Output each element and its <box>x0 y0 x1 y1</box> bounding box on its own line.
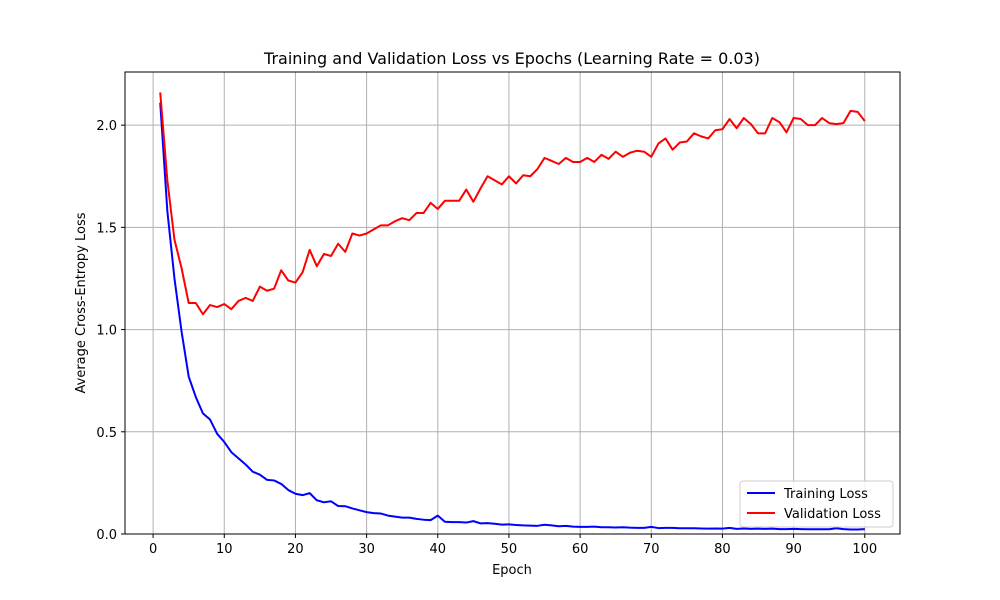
validation-loss-line <box>159 92 866 316</box>
plot-frame <box>124 71 901 535</box>
y-tick-label: 1.0 <box>96 324 117 339</box>
training-loss-line <box>159 102 865 531</box>
grid-layer <box>125 72 900 535</box>
legend: Training Loss Validation Loss <box>739 480 894 528</box>
y-tick-label: 1.5 <box>96 221 117 236</box>
x-tick-label: 100 <box>852 542 877 557</box>
x-axis-label: Epoch <box>492 563 532 578</box>
y-tick-label: 2.0 <box>96 119 117 134</box>
x-tick-label: 90 <box>785 542 802 557</box>
x-tick-label: 20 <box>287 542 304 557</box>
tick-layer: 0 10 20 30 40 50 60 70 80 90 100 0.0 0.5 1.0 1.5 2.0 <box>96 119 877 557</box>
chart-title: Training and Validation Loss vs Epochs (… <box>263 49 760 68</box>
x-tick-label: 40 <box>430 542 447 557</box>
x-tick-label: 60 <box>572 542 589 557</box>
legend-label-training: Training Loss <box>783 487 868 502</box>
x-tick-label: 30 <box>358 542 375 557</box>
legend-box <box>739 480 894 528</box>
series-layer <box>159 92 866 531</box>
x-tick-label: 0 <box>149 542 157 557</box>
x-tick-label: 80 <box>714 542 731 557</box>
x-tick-label: 70 <box>643 542 660 557</box>
x-tick-label: 50 <box>501 542 518 557</box>
y-tick-label: 0.5 <box>96 426 117 441</box>
y-tick-label: 0.0 <box>96 528 117 543</box>
x-tick-label: 10 <box>216 542 233 557</box>
y-axis-label: Average Cross-Entropy Loss <box>74 212 89 393</box>
legend-label-validation: Validation Loss <box>784 507 881 522</box>
